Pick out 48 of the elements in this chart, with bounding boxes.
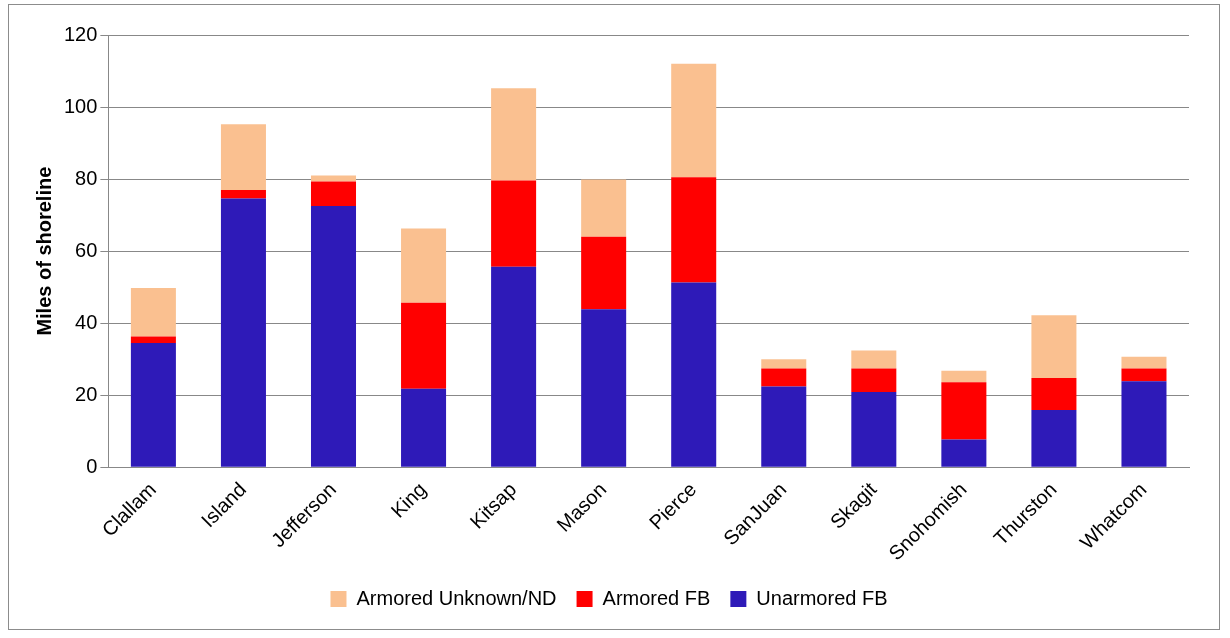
bar (220, 189, 266, 199)
bar (941, 439, 987, 467)
bar (1031, 410, 1077, 467)
y-tick-label: 80 (75, 166, 98, 189)
bar (941, 370, 987, 383)
bar (851, 350, 897, 369)
y-axis-title: Miles of shoreline (32, 166, 55, 336)
bar (671, 63, 717, 178)
legend-label: Armored FB (602, 586, 711, 609)
bar (761, 386, 807, 467)
bar (581, 309, 627, 467)
bar (761, 359, 807, 369)
bar (1121, 368, 1167, 382)
bar (401, 228, 447, 303)
bar (761, 368, 807, 387)
bar (851, 391, 897, 467)
bar (491, 180, 537, 267)
legend-label: Unarmored FB (756, 586, 888, 609)
bar (130, 336, 176, 343)
bar (220, 124, 266, 190)
bar (1031, 315, 1077, 378)
bar (671, 282, 717, 467)
bar (941, 382, 987, 440)
bar (581, 236, 627, 310)
y-tick-label: 120 (63, 22, 98, 45)
y-tick-label: 0 (86, 454, 98, 477)
bar (1121, 381, 1167, 467)
bar (671, 177, 717, 283)
bar (491, 266, 537, 467)
bar (220, 198, 266, 467)
y-tick-label: 60 (75, 238, 98, 261)
bar (581, 179, 627, 237)
legend-label: Armored Unknown/ND (356, 586, 557, 609)
bar (491, 88, 537, 181)
bar (310, 181, 357, 207)
bar (1031, 377, 1077, 410)
y-tick-label: 40 (75, 310, 98, 333)
y-tick-label: 20 (75, 382, 98, 405)
bar (1121, 356, 1167, 369)
bar (401, 388, 447, 467)
bar (401, 302, 447, 389)
bar (310, 206, 357, 467)
x-tick-label: King (386, 477, 431, 522)
y-tick-label: 100 (63, 94, 98, 117)
bar (130, 287, 176, 337)
bar (130, 343, 176, 467)
bar (310, 175, 357, 182)
bar (851, 368, 897, 392)
